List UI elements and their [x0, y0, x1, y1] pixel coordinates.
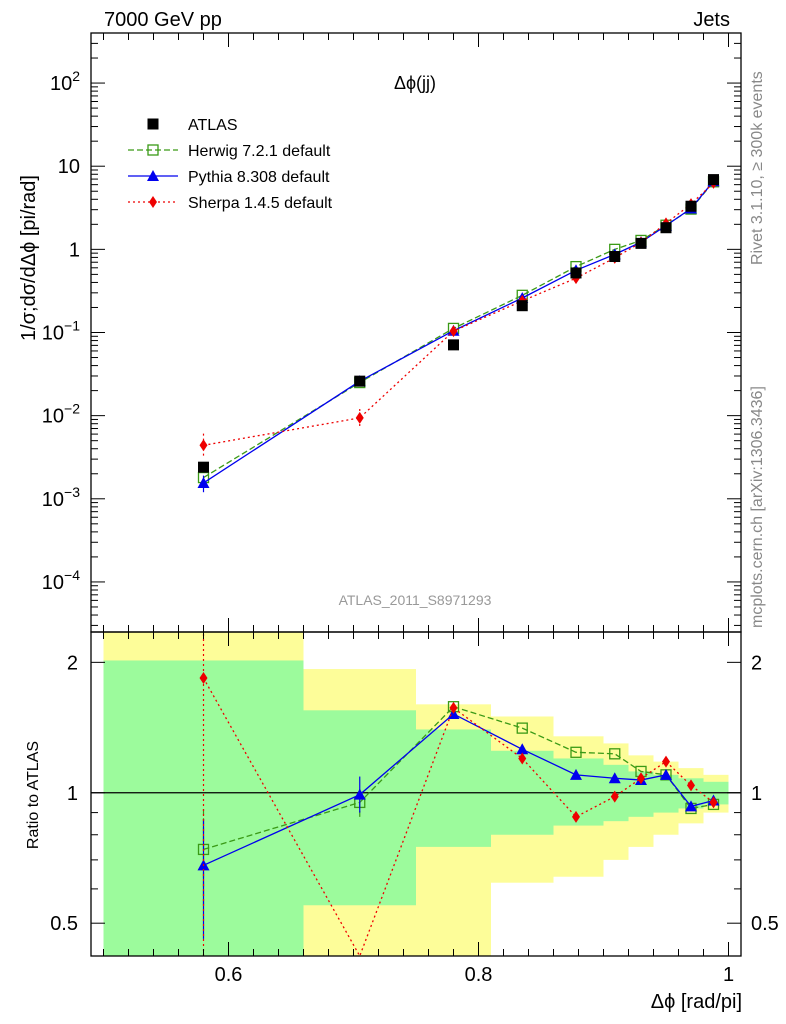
main-plot-series	[197, 174, 720, 493]
main-point-atlas-8	[685, 200, 697, 212]
main-y-tick-label: 10−3	[42, 484, 80, 511]
ratio-point-sherpa-0	[199, 672, 208, 685]
main-point-atlas-2	[448, 339, 459, 351]
header-process-label: Jets	[693, 9, 730, 31]
ratio-y-tick-label-right: 2	[751, 652, 762, 674]
ratio-y-tick-label: 2	[67, 652, 78, 674]
main-y-tick-label: 1	[69, 239, 80, 261]
ratio-line-sherpa	[202, 677, 714, 956]
main-y-tick-label: 102	[50, 68, 80, 95]
band-inner-2	[416, 729, 491, 847]
ratio-point-pythia-5	[608, 772, 621, 784]
main-point-sherpa-0	[199, 439, 208, 452]
main-y-tick-label: 10−4	[42, 567, 80, 594]
ratio-point-pythia-7	[660, 768, 672, 780]
ratio-point-pythia-8	[685, 800, 697, 812]
main-y-axis-label: 1/σ;dσ/dΔϕ [pi/rad]	[18, 175, 40, 341]
ratio-point-sherpa-6	[637, 772, 645, 785]
main-line-sherpa	[203, 182, 714, 446]
legend-marker-pythia	[147, 170, 159, 181]
ratio-point-sherpa-8	[687, 779, 695, 792]
main-point-sherpa-2	[449, 325, 458, 338]
ratio-y-tick-label-right: 0.5	[751, 913, 779, 935]
ratio-point-herwig-5	[609, 748, 621, 760]
legend-label-pythia: Pythia 8.308 default	[188, 169, 330, 186]
ratio-y-tick-label: 0.5	[50, 913, 78, 935]
ratio-y-tick-label: 1	[67, 783, 78, 805]
main-point-atlas-7	[660, 222, 672, 234]
main-point-atlas-6	[635, 237, 647, 249]
main-y-tick-label: 10	[58, 156, 80, 178]
main-line-pythia	[203, 180, 715, 484]
ratio-point-sherpa-3	[518, 752, 527, 765]
main-point-pythia-0	[197, 476, 210, 488]
ratio-point-sherpa-4	[572, 810, 580, 823]
main-y-tick-label: 10−2	[42, 401, 80, 428]
x-tick-label: 1	[723, 964, 734, 986]
legend-label-herwig: Herwig 7.2.1 default	[188, 143, 331, 160]
ratio-uncertainty-bands	[103, 632, 729, 956]
main-point-atlas-9	[708, 174, 719, 186]
ratio-point-sherpa-7	[662, 755, 670, 768]
ratio-point-pythia-4	[570, 768, 582, 780]
band-inner-4	[553, 758, 604, 826]
ratio-point-pythia-3	[516, 743, 529, 755]
main-point-sherpa-1	[355, 411, 364, 424]
x-tick-label: 0.8	[465, 964, 493, 986]
ratio-y-tick-label-right: 1	[751, 783, 762, 805]
main-y-tick-label: 10−1	[42, 318, 80, 345]
rivet-version-label: Rivet 3.1.10, ≥ 300k events	[749, 71, 766, 265]
legend-marker-sherpa	[149, 196, 157, 208]
ratio-line-pythia	[203, 713, 714, 866]
ratio-point-herwig-3	[516, 722, 528, 734]
main-point-atlas-0	[198, 461, 209, 473]
main-point-atlas-4	[570, 267, 582, 279]
x-axis-label: Δϕ [rad/pi]	[651, 991, 742, 1013]
ratio-point-sherpa-9	[709, 796, 718, 809]
main-point-atlas-3	[516, 300, 528, 312]
legend-marker-atlas	[147, 118, 159, 130]
ratio-point-sherpa-5	[610, 790, 619, 803]
main-point-atlas-1	[354, 375, 366, 387]
plot-title: Δϕ(jj)	[394, 73, 436, 93]
band-inner-7	[653, 774, 679, 813]
legend-label-sherpa: Sherpa 1.4.5 default	[188, 195, 333, 212]
plot-frames-and-axes: 10−4 10−3 10−2 10−1 1 10 102 0.6 0.8 1 0.5 0.5 1 1 2 2	[42, 32, 779, 986]
legend-marker-herwig	[147, 144, 159, 156]
ratio-point-herwig-4	[570, 746, 582, 758]
x-tick-label: 0.6	[215, 964, 243, 986]
legend: ATLAS Herwig 7.2.1 default Pythia 8.308 de…	[128, 117, 333, 212]
ratio-y-axis-label: Ratio to ATLAS	[25, 741, 42, 849]
header-energy-label: 7000 GeV pp	[104, 9, 222, 31]
ratio-plot-series	[91, 632, 741, 956]
ratio-plot-frame	[90, 631, 742, 957]
main-point-atlas-5	[609, 251, 621, 263]
ratio-point-pythia-1	[353, 788, 366, 800]
mcplots-reference-label: mcplots.cern.ch [arXiv:1306.3436]	[749, 386, 766, 628]
legend-label-atlas: ATLAS	[188, 117, 238, 134]
analysis-watermark: ATLAS_2011_S8971293	[339, 592, 492, 608]
ratio-point-sherpa-2	[449, 701, 458, 714]
